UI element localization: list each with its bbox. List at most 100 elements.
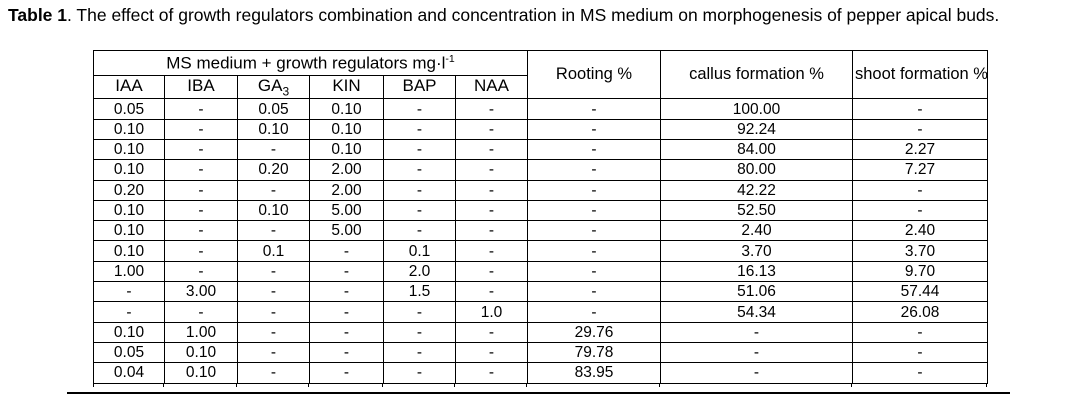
table-cell: - [527, 260, 661, 283]
table-cell: - [309, 281, 384, 303]
table-cell: 0.20 [237, 159, 310, 181]
column-header-label: GA [257, 76, 283, 95]
table-cell: - [383, 321, 456, 343]
table-row: 0.10-0.10 5.00- - -52.50- [93, 199, 988, 222]
table-cell: - [383, 301, 456, 323]
column-header-subscript: 3 [282, 84, 290, 99]
column-header-kin: KIN [309, 74, 384, 100]
table-cell: - [237, 281, 310, 303]
table-cell: - [164, 98, 238, 120]
table-cell: - [852, 321, 988, 343]
table-cell: 57.44 [852, 281, 988, 303]
table-cell: - [527, 240, 661, 262]
table-cell: - [383, 362, 456, 384]
table-cell: - [455, 98, 528, 120]
table-cell: 0.10 [164, 341, 238, 364]
column-header-callus-formation: callus formation % [660, 49, 853, 100]
table-cell: - [383, 159, 456, 181]
table-row: 0.10-0.1-0.1- -3.70 3.70 [93, 240, 988, 262]
table-cell: 29.76 [527, 321, 661, 343]
column-header-rooting: Rooting % [527, 49, 661, 100]
table-cell: - [455, 321, 528, 343]
table-cell: 0.10 [93, 220, 165, 242]
table-cell: 0.10 [93, 240, 165, 262]
table-cell: - [455, 118, 528, 140]
table-row: 0.10-0.10 0.10- - -92.24- [93, 118, 988, 140]
table-cell: 3.00 [164, 281, 238, 303]
table-cell: 0.05 [93, 341, 165, 364]
table-cell: 0.20 [93, 179, 165, 201]
table-cell: 0.10 [93, 321, 165, 343]
table-cell: 0.10 [93, 199, 165, 222]
table-row: 0.10 1.00- - - -29.76- - [93, 321, 988, 343]
table-cell: - [527, 118, 661, 140]
table-cell: - [164, 118, 238, 140]
table-cell: 0.05 [93, 98, 165, 120]
table-caption-text: . The effect of growth regulators combin… [67, 5, 1000, 25]
table-cell: - [237, 341, 310, 364]
table-cell: - [660, 341, 853, 364]
table-cell: - [455, 179, 528, 201]
table-cell: 51.06 [660, 281, 853, 303]
table-cell: 5.00 [309, 220, 384, 242]
table-cell: - [237, 220, 310, 242]
table-cell: 0.10 [309, 118, 384, 140]
column-header-label: IBA [187, 76, 215, 95]
table-cell: 0.10 [309, 138, 384, 161]
table-cell: - [455, 260, 528, 283]
column-header-label: BAP [402, 76, 437, 95]
table-cell: - [455, 159, 528, 181]
table-cell: 83.95 [527, 362, 661, 384]
table-frame-bottom-line [67, 392, 1010, 394]
table-cell: - [164, 260, 238, 283]
table-cell: 2.0 [383, 260, 456, 283]
table-cell: - [527, 281, 661, 303]
table-cell: 0.10 [93, 159, 165, 181]
table-cell: 0.10 [93, 118, 165, 140]
column-header-bap: BAP [383, 74, 456, 100]
table-cell: 0.1 [383, 240, 456, 262]
table-cell: - [164, 138, 238, 161]
table-cell: 42.22 [660, 179, 853, 201]
table-cell: - [164, 179, 238, 201]
table-cell: 79.78 [527, 341, 661, 364]
table-cell: - [527, 159, 661, 181]
table-cell: 26.08 [852, 301, 988, 323]
table-cell: 0.10 [93, 138, 165, 161]
table-cell: 54.34 [660, 301, 853, 323]
table-cell: - [93, 301, 165, 323]
table-cell: - [852, 179, 988, 201]
table-cell: 2.00 [309, 159, 384, 181]
table-cell: - [527, 98, 661, 120]
table-row: 0.20- -2.00- - -42.22- [93, 179, 988, 201]
table-cell: - [309, 341, 384, 364]
table-cell: - [383, 199, 456, 222]
morphogenesis-table: MS medium + growth regulators mg·l-1 Roo… [93, 49, 988, 384]
table-cell: 1.0 [455, 301, 528, 323]
table-cell: - [383, 220, 456, 242]
table-cell: 100.00 [660, 98, 853, 120]
group-header-cell: MS medium + growth regulators mg·l-1 [93, 50, 528, 76]
table-cell: - [852, 341, 988, 364]
table-cell: - [93, 281, 165, 303]
table-bottom-strip [93, 383, 987, 387]
table-cell: - [309, 240, 384, 262]
table-cell: 52.50 [660, 199, 853, 222]
table-cell: 84.00 [660, 138, 853, 161]
table-cell: - [455, 220, 528, 242]
group-header-row: MS medium + growth regulators mg·l-1 Roo… [93, 49, 988, 100]
table-cell: - [527, 301, 661, 323]
table-cell: 2.40 [660, 220, 853, 242]
regulator-header-row: IAA IBA GA3 KIN BAP NAA [93, 74, 988, 100]
table-row: 0.04 0.10- - - -83.95- - [93, 362, 988, 384]
table-cell: 16.13 [660, 260, 853, 283]
table-cell: 7.27 [852, 159, 988, 181]
table-cell: 0.05 [237, 98, 310, 120]
data-table-wrapper: MS medium + growth regulators mg·l-1 Roo… [93, 49, 988, 387]
table-cell: - [852, 98, 988, 120]
table-cell: - [309, 362, 384, 384]
table-cell: - [164, 301, 238, 323]
table-cell: 2.27 [852, 138, 988, 161]
table-cell: - [527, 220, 661, 242]
